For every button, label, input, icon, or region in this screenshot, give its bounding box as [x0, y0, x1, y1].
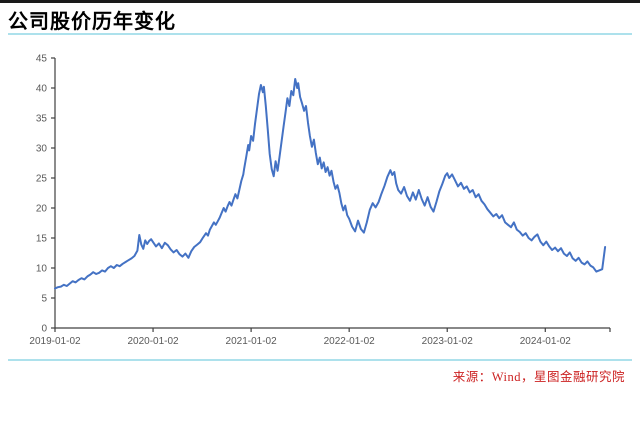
price-series-line	[54, 78, 607, 290]
stock-price-line-chart: 0 5 10 15 20 25 30 35 40 45 2019-01-02 2020-01-02 20…	[29, 54, 611, 347]
title-divider	[8, 33, 632, 35]
y-tick-label: 40	[36, 84, 48, 95]
footer-divider	[8, 359, 632, 361]
y-tick-label: 25	[36, 174, 48, 185]
x-tick-label: 2022-01-02	[324, 336, 376, 347]
y-tick-label: 0	[41, 324, 47, 335]
top-border-rule	[0, 0, 640, 3]
y-tick-label: 30	[36, 144, 48, 155]
chart-area: 0 5 10 15 20 25 30 35 40 45 2019-01-02 2020-01-02 20…	[0, 38, 640, 354]
y-tick-label: 5	[41, 294, 47, 305]
y-tick-label: 10	[36, 264, 48, 275]
x-tick-label: 2021-01-02	[226, 336, 278, 347]
y-tick-label: 15	[36, 234, 48, 245]
y-tick-label: 35	[36, 114, 48, 125]
source-attribution: 来源：Wind，星图金融研究院	[452, 370, 625, 384]
page-title: 公司股价历年变化	[8, 11, 176, 33]
x-tick-label: 2020-01-02	[127, 336, 179, 347]
x-tick-label: 2019-01-02	[29, 336, 81, 347]
y-tick-label: 20	[36, 204, 48, 215]
x-tick-label: 2024-01-02	[520, 336, 572, 347]
x-tick-label: 2023-01-02	[422, 336, 474, 347]
y-tick-label: 45	[36, 54, 48, 65]
